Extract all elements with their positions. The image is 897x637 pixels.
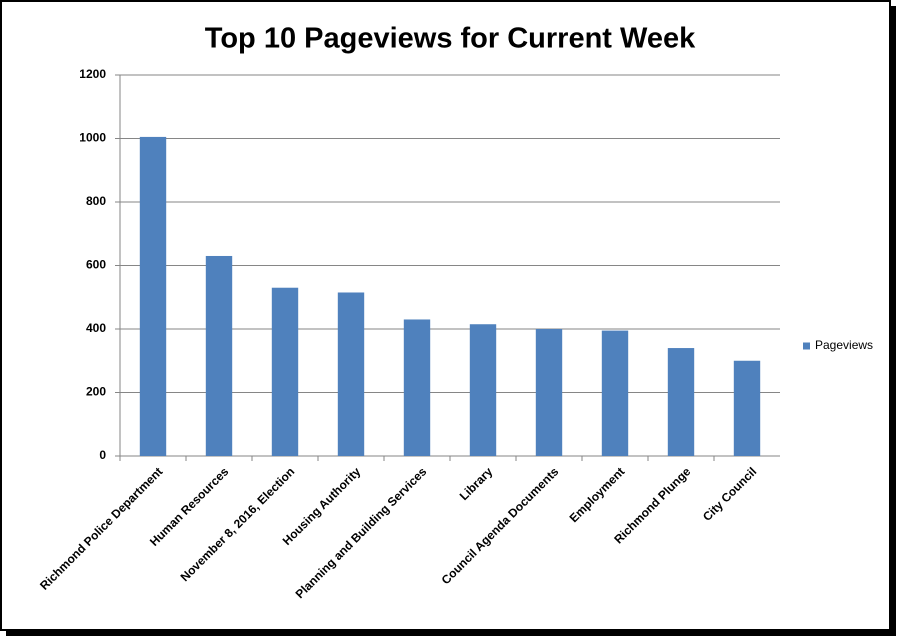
- bar: [205, 255, 233, 456]
- shadow: [6, 631, 896, 636]
- y-tick-label: 400: [86, 321, 106, 335]
- y-tick-label: 0: [99, 448, 106, 462]
- bar: [535, 329, 563, 456]
- legend-swatch: [803, 342, 810, 350]
- chart-title: Top 10 Pageviews for Current Week: [205, 23, 696, 55]
- y-tick-label: 800: [86, 194, 106, 208]
- y-tick-label: 600: [86, 258, 106, 272]
- bar: [667, 348, 695, 456]
- bar: [601, 330, 629, 456]
- bar: [469, 324, 497, 456]
- legend-label: Pageviews: [815, 338, 873, 352]
- bar: [271, 287, 299, 456]
- bar: [403, 319, 431, 456]
- bar: [337, 292, 365, 456]
- y-tick-label: 1000: [79, 131, 106, 145]
- shadow: [891, 6, 896, 636]
- y-tick-label: 1200: [79, 67, 106, 81]
- bar: [139, 136, 167, 456]
- y-tick-label: 200: [86, 385, 106, 399]
- bar: [733, 360, 761, 456]
